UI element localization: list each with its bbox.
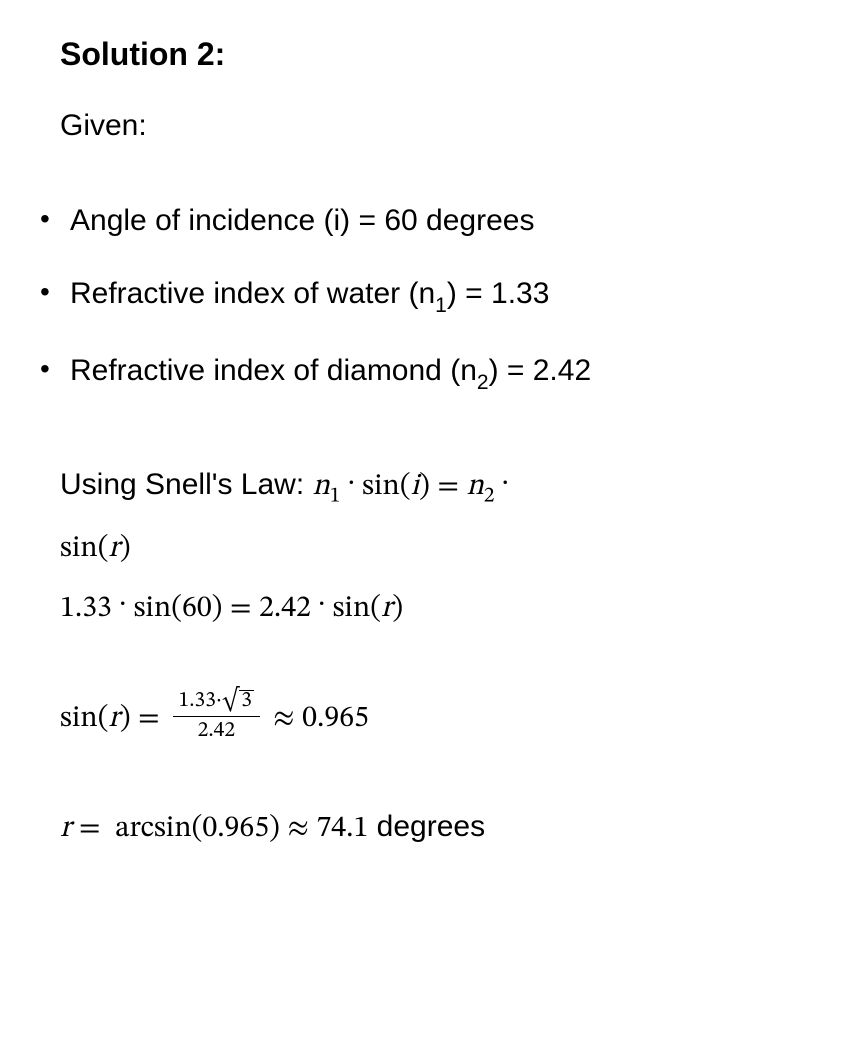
- numerator: 1.33·3: [173, 689, 259, 717]
- var-n: n: [313, 472, 330, 502]
- equation-1: n1·sin(i)=n2·: [313, 472, 517, 502]
- bullet-text: ) =: [489, 354, 533, 387]
- equation-4: r= arcsin(0.965)≈74.1: [60, 814, 368, 844]
- equation-4-block: r= arcsin(0.965)≈74.1 degrees: [60, 798, 828, 858]
- unit-text: degrees: [368, 810, 485, 843]
- equals: =: [430, 472, 467, 502]
- sub-1: 1: [330, 487, 341, 508]
- var-r: r: [60, 814, 71, 844]
- equation-2: 1.33·sin(60)=2.42·sin(r): [60, 589, 403, 624]
- approx-value: 0.965: [302, 704, 369, 734]
- fn-arcsin: arcsin: [115, 814, 192, 844]
- approx-value: 74.1: [316, 814, 368, 844]
- given-list: Angle of incidence (i) = 60 degrees Refr…: [30, 198, 828, 396]
- fn-sin: sin: [60, 704, 98, 734]
- var-r: r: [108, 704, 119, 734]
- subscript: 2: [477, 371, 489, 394]
- cdot: ·: [311, 589, 333, 619]
- arg-60: 60: [182, 594, 212, 624]
- sub-2: 2: [484, 487, 495, 508]
- arg-val: 0.965: [202, 814, 269, 844]
- cdot: ·: [341, 468, 363, 498]
- fraction: 1.33·32.42: [173, 689, 259, 744]
- denominator: 2.42: [173, 717, 259, 744]
- solution-heading: Solution 2:: [60, 30, 828, 78]
- bullet-text: ) =: [447, 277, 491, 310]
- fn-sin: sin: [333, 594, 371, 624]
- equals: =: [131, 704, 168, 734]
- cdot: ·: [112, 589, 134, 619]
- sqrt: 3: [222, 689, 254, 715]
- list-item: Refractive index of diamond (n2) = 2.42: [30, 348, 828, 397]
- cdot: ·: [494, 468, 516, 498]
- fn-sin: sin: [362, 472, 400, 502]
- bullet-value: 2.42: [533, 354, 591, 387]
- approx: ≈: [266, 704, 303, 734]
- fn-sin: sin: [134, 594, 172, 624]
- equation-1-cont: sin(r): [60, 534, 131, 564]
- radicand: 3: [239, 690, 254, 712]
- given-label: Given:: [60, 103, 828, 148]
- bullet-text: Angle of incidence (i) =: [70, 204, 384, 237]
- subscript: 1: [435, 294, 447, 317]
- equation-3: sin(r)=1.33·32.42≈0.965: [60, 704, 369, 734]
- snells-law-block: Using Snell's Law: n1·sin(i)=n2· sin(r) …: [60, 456, 828, 638]
- num-coef: 2.42: [259, 594, 311, 624]
- bullet-text: Refractive index of water (n: [70, 277, 435, 310]
- equals: =: [71, 814, 108, 844]
- equation-3-block: sin(r)=1.33·32.42≈0.965: [60, 688, 828, 748]
- fn-sin: sin: [60, 534, 98, 564]
- list-item: Angle of incidence (i) = 60 degrees: [30, 198, 828, 243]
- list-item: Refractive index of water (n1) = 1.33: [30, 271, 828, 320]
- num-coef: 1.33: [60, 594, 112, 624]
- num-coef: 1.33: [179, 691, 216, 712]
- bullet-value: 60 degrees: [384, 204, 534, 237]
- var-n: n: [466, 472, 483, 502]
- bullet-value: 1.33: [491, 277, 549, 310]
- equals: =: [222, 594, 259, 624]
- var-r: r: [108, 534, 119, 564]
- var-r: r: [381, 594, 392, 624]
- snell-intro-text: Using Snell's Law:: [60, 468, 313, 501]
- bullet-text: Refractive index of diamond (n: [70, 354, 477, 387]
- var-i: i: [411, 472, 420, 502]
- approx: ≈: [280, 814, 317, 844]
